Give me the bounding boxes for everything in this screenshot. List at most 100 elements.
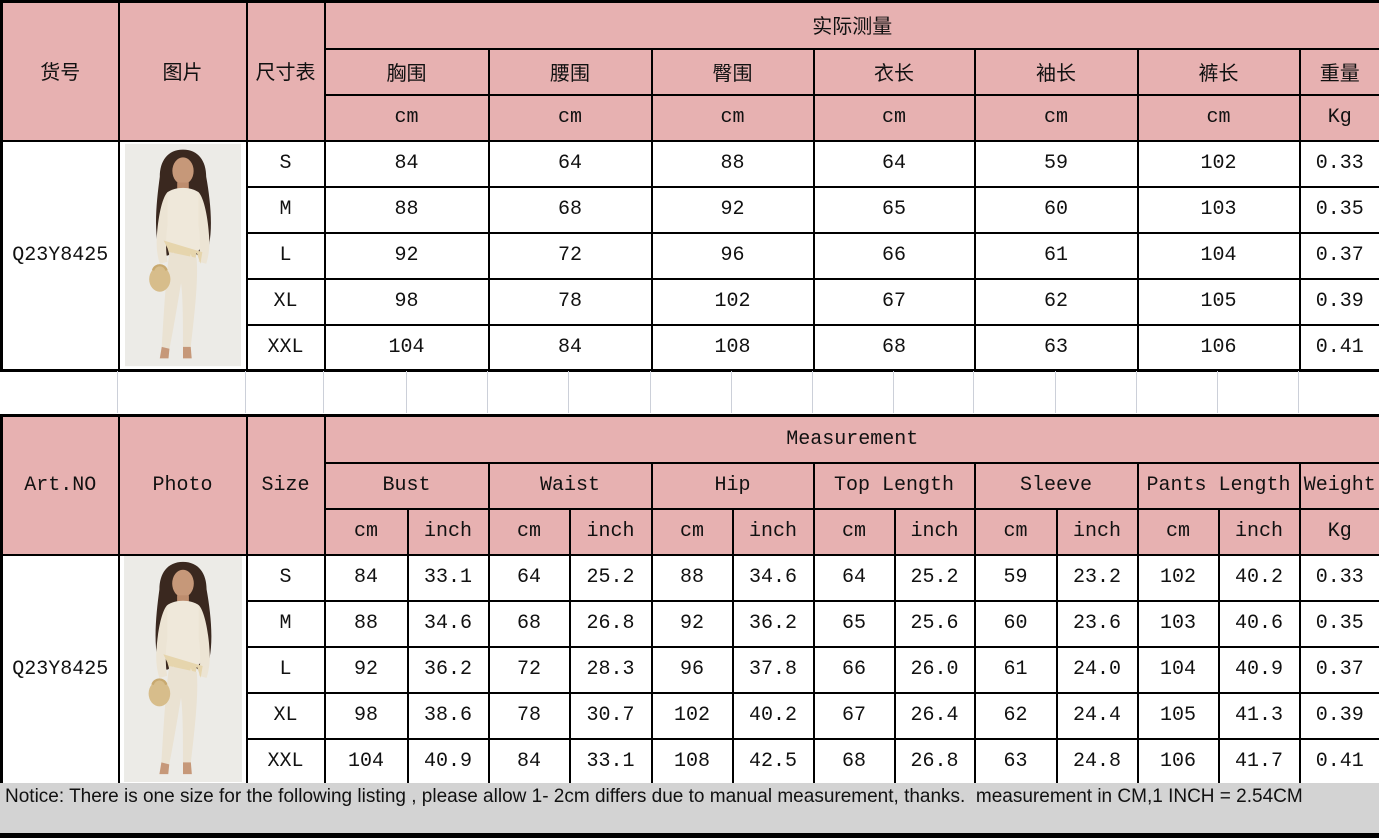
measurement-cell: 62	[973, 277, 1139, 326]
header-pants-length-en: Pants Length	[1136, 461, 1301, 510]
measurement-cell: 42.5	[731, 737, 815, 786]
header-top-length-en: Top Length	[812, 461, 976, 510]
header-measurement-en: Measurement	[323, 414, 1379, 464]
unit-cell: inch	[406, 507, 490, 556]
spreadsheet-gridline	[650, 371, 651, 413]
measurement-cell: 40.9	[1217, 645, 1301, 694]
measurement-cell: 36.2	[731, 599, 815, 648]
product-photo	[123, 556, 242, 783]
spreadsheet-gridline	[1055, 371, 1056, 413]
measurement-cell: 88	[323, 185, 490, 234]
size-cell: S	[245, 139, 326, 188]
measurement-cell: 102	[1136, 139, 1301, 188]
measurement-cell: 106	[1136, 737, 1220, 786]
measurement-cell: 78	[487, 277, 653, 326]
measurement-cell: 36.2	[406, 645, 490, 694]
size-table-cn: 货号 图片 尺寸表 实际测量 胸围 腰围 臀围 衣长 袖长 裤长 重量 cm c…	[0, 0, 1379, 372]
spreadsheet-gridline	[323, 371, 324, 413]
measurement-cell: 66	[812, 231, 976, 280]
measurement-cell: 98	[323, 277, 490, 326]
measurement-cell: 0.33	[1298, 553, 1379, 602]
spreadsheet-gridline	[731, 371, 732, 413]
unit-cell: cm	[487, 507, 571, 556]
unit-cell: inch	[1055, 507, 1139, 556]
measurement-cell: 24.4	[1055, 691, 1139, 740]
measurement-cell: 67	[812, 691, 896, 740]
measurement-cell: 64	[487, 139, 653, 188]
measurement-cell: 26.4	[893, 691, 976, 740]
art-no-value: Q23Y8425	[0, 553, 120, 786]
measurement-cell: 0.39	[1298, 277, 1379, 326]
measurement-cell: 62	[973, 691, 1058, 740]
measurement-cell: 84	[487, 737, 571, 786]
spreadsheet-gridline	[406, 371, 407, 413]
measurement-cell: 63	[973, 323, 1139, 372]
measurement-cell: 37.8	[731, 645, 815, 694]
measurement-cell: 92	[323, 645, 409, 694]
measurement-cell: 68	[812, 737, 896, 786]
size-cell: M	[245, 185, 326, 234]
measurement-cell: 64	[812, 553, 896, 602]
measurement-cell: 108	[650, 323, 815, 372]
product-photo	[124, 144, 241, 367]
measurement-cell: 105	[1136, 277, 1301, 326]
header-photo-en: Photo	[117, 414, 248, 556]
measurement-cell: 66	[812, 645, 896, 694]
table-row: XL 98 38.6 78 30.7 102 40.2 67 26.4 62 2…	[2, 691, 1379, 740]
spreadsheet-gridline	[568, 371, 569, 413]
unit-cell: cm	[812, 93, 976, 142]
measurement-cell: 104	[323, 737, 409, 786]
measurement-cell: 102	[1136, 553, 1220, 602]
header-size-en: Size	[245, 414, 326, 556]
header-photo-cn: 图片	[117, 0, 248, 142]
measurement-cell: 88	[650, 553, 734, 602]
spreadsheet-gridline	[1217, 371, 1218, 413]
header-size-cn: 尺寸表	[245, 0, 326, 142]
notice-bar: Notice: There is one size for the follow…	[0, 783, 1379, 838]
measurement-cell: 61	[973, 231, 1139, 280]
measurement-cell: 104	[323, 323, 490, 372]
measurement-cell: 88	[323, 599, 409, 648]
measurement-cell: 24.0	[1055, 645, 1139, 694]
table-row: M 88 34.6 68 26.8 92 36.2 65 25.6 60 23.…	[2, 599, 1379, 648]
measurement-cell: 24.8	[1055, 737, 1139, 786]
header-weight-en: Weight	[1298, 461, 1379, 510]
measurement-cell: 38.6	[406, 691, 490, 740]
measurement-cell: 108	[650, 737, 734, 786]
measurement-cell: 0.41	[1298, 737, 1379, 786]
size-cell: M	[245, 599, 326, 648]
measurement-cell: 0.39	[1298, 691, 1379, 740]
unit-cell: cm	[973, 93, 1139, 142]
measurement-cell: 25.2	[893, 553, 976, 602]
measurement-cell: 63	[973, 737, 1058, 786]
measurement-cell: 60	[973, 599, 1058, 648]
table-row: XL 98 78 102 67 62 105 0.39	[2, 277, 1379, 326]
measurement-cell: 84	[323, 553, 409, 602]
size-cell: XXL	[245, 323, 326, 372]
spreadsheet-gridline	[812, 371, 813, 413]
measurement-cell: 26.8	[568, 599, 653, 648]
measurement-cell: 41.3	[1217, 691, 1301, 740]
measurement-cell: 23.2	[1055, 553, 1139, 602]
unit-cell: Kg	[1298, 93, 1379, 142]
measurement-cell: 65	[812, 599, 896, 648]
unit-cell: cm	[323, 93, 490, 142]
size-cell: L	[245, 231, 326, 280]
unit-cell: inch	[1217, 507, 1301, 556]
measurement-cell: 84	[323, 139, 490, 188]
spreadsheet-gridline	[893, 371, 894, 413]
unit-cell: inch	[568, 507, 653, 556]
measurement-cell: 67	[812, 277, 976, 326]
measurement-cell: 103	[1136, 599, 1220, 648]
measurement-cell: 72	[487, 231, 653, 280]
unit-cell: inch	[731, 507, 815, 556]
header-art-no-en: Art.NO	[0, 414, 120, 556]
header-sleeve-en: Sleeve	[973, 461, 1139, 510]
measurement-cell: 78	[487, 691, 571, 740]
spreadsheet-gridline	[245, 371, 246, 413]
spreadsheet-gridline	[1298, 371, 1299, 413]
size-cell: S	[245, 553, 326, 602]
measurement-cell: 40.2	[731, 691, 815, 740]
measurement-cell: 92	[650, 599, 734, 648]
